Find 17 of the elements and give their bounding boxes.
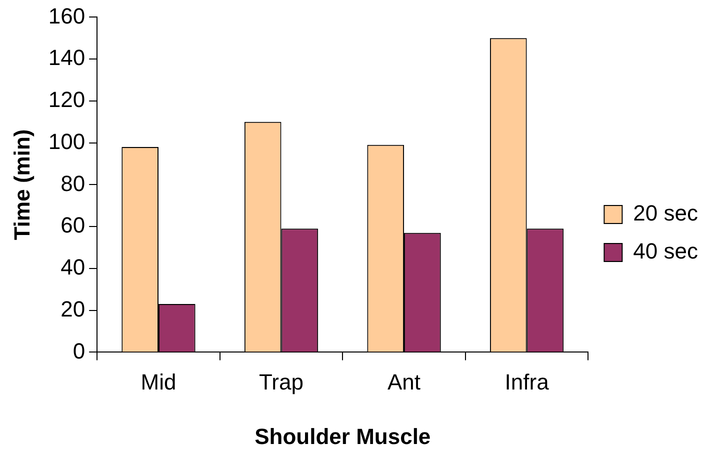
x-axis-title: Shoulder Muscle bbox=[254, 424, 431, 449]
y-tick-label: 100 bbox=[48, 128, 86, 154]
y-tick-label: 80 bbox=[60, 170, 86, 196]
x-tick-label: Trap bbox=[259, 369, 304, 394]
legend-label: 40 sec bbox=[633, 238, 698, 264]
y-tick-label: 160 bbox=[48, 3, 86, 28]
y-tick-label: 40 bbox=[60, 254, 86, 280]
legend-label: 20 sec bbox=[633, 200, 698, 226]
x-tick-label: Mid bbox=[140, 369, 176, 394]
x-tick-label: Ant bbox=[388, 369, 421, 394]
y-tick-label: 0 bbox=[72, 338, 86, 364]
y-axis-title: Time (min) bbox=[9, 129, 34, 240]
y-tick-label: 120 bbox=[48, 87, 86, 112]
y-tick-label: 20 bbox=[60, 296, 86, 322]
y-tick-label: 60 bbox=[60, 212, 86, 238]
y-tick-label: 140 bbox=[48, 45, 86, 70]
x-tick-label: Infra bbox=[504, 369, 550, 394]
